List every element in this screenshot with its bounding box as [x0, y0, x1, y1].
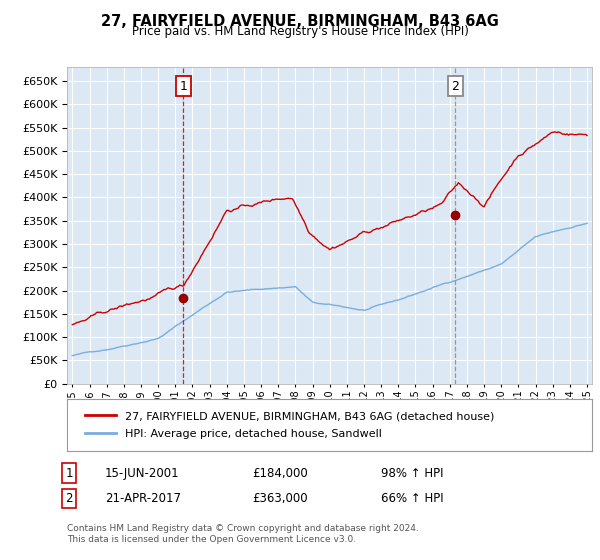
Text: Price paid vs. HM Land Registry's House Price Index (HPI): Price paid vs. HM Land Registry's House … — [131, 25, 469, 38]
Text: 66% ↑ HPI: 66% ↑ HPI — [381, 492, 443, 505]
Text: Contains HM Land Registry data © Crown copyright and database right 2024.
This d: Contains HM Land Registry data © Crown c… — [67, 524, 419, 544]
Text: 15-JUN-2001: 15-JUN-2001 — [105, 466, 179, 480]
Legend: 27, FAIRYFIELD AVENUE, BIRMINGHAM, B43 6AG (detached house), HPI: Average price,: 27, FAIRYFIELD AVENUE, BIRMINGHAM, B43 6… — [78, 404, 501, 446]
Text: 1: 1 — [179, 80, 187, 93]
Text: 27, FAIRYFIELD AVENUE, BIRMINGHAM, B43 6AG: 27, FAIRYFIELD AVENUE, BIRMINGHAM, B43 6… — [101, 14, 499, 29]
Text: 21-APR-2017: 21-APR-2017 — [105, 492, 181, 505]
Text: 98% ↑ HPI: 98% ↑ HPI — [381, 466, 443, 480]
Text: 2: 2 — [451, 80, 459, 93]
Text: 1: 1 — [65, 466, 73, 480]
Text: £363,000: £363,000 — [252, 492, 308, 505]
Text: £184,000: £184,000 — [252, 466, 308, 480]
Text: 2: 2 — [65, 492, 73, 505]
